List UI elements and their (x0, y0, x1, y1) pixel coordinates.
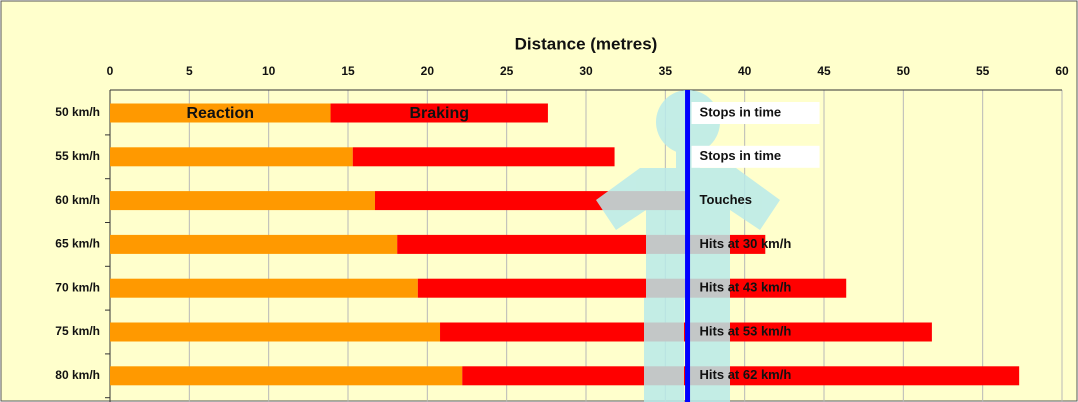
outcome-label: Stops in time (700, 104, 782, 119)
bar-segment (110, 322, 441, 342)
y-tick-label: 75 km/h (55, 324, 100, 338)
outcome-box (691, 145, 820, 168)
outcome-box (691, 102, 820, 124)
x-tick-label: 55 (976, 64, 990, 78)
y-tick-label: 55 km/h (55, 149, 100, 163)
x-tick-label: 25 (500, 64, 514, 78)
outcome-label: Touches (700, 192, 753, 207)
outcome-label: Hits at 62 km/h (700, 367, 792, 382)
x-tick-label: 0 (107, 64, 114, 78)
x-tick-label: 40 (738, 64, 752, 78)
series-label: Reaction (186, 105, 254, 122)
series-label: Braking (409, 105, 469, 122)
y-tick-label: 50 km/h (55, 105, 100, 119)
x-tick-label: 60 (1055, 64, 1069, 78)
x-tick-label: 10 (262, 64, 276, 78)
bar-segment (110, 234, 398, 254)
outcome-label: Stops in time (700, 148, 782, 163)
bar-segment (110, 147, 353, 167)
x-tick-label: 30 (579, 64, 593, 78)
x-tick-label: 50 (897, 64, 911, 78)
bar-segment (330, 103, 548, 123)
bar-segment (462, 366, 1020, 386)
bar-segment (110, 103, 331, 123)
y-tick-label: 60 km/h (55, 193, 100, 207)
y-tick-label: 70 km/h (55, 280, 100, 294)
x-tick-label: 45 (817, 64, 831, 78)
bar-segment (110, 366, 463, 386)
outcome-label: Hits at 53 km/h (700, 323, 792, 338)
y-tick-label: 65 km/h (55, 237, 100, 251)
chart-title: Distance (metres) (515, 34, 658, 53)
bar-segment (110, 191, 375, 211)
bar-segment (110, 278, 418, 298)
x-tick-label: 35 (659, 64, 673, 78)
bar-segment (417, 278, 847, 298)
x-tick-label: 20 (421, 64, 435, 78)
bar-segment (352, 147, 615, 167)
y-tick-label: 80 km/h (55, 368, 100, 382)
outcome-label: Hits at 30 km/h (700, 236, 792, 251)
x-tick-label: 5 (186, 64, 193, 78)
outcome-label: Hits at 43 km/h (700, 280, 792, 295)
x-tick-label: 15 (341, 64, 355, 78)
